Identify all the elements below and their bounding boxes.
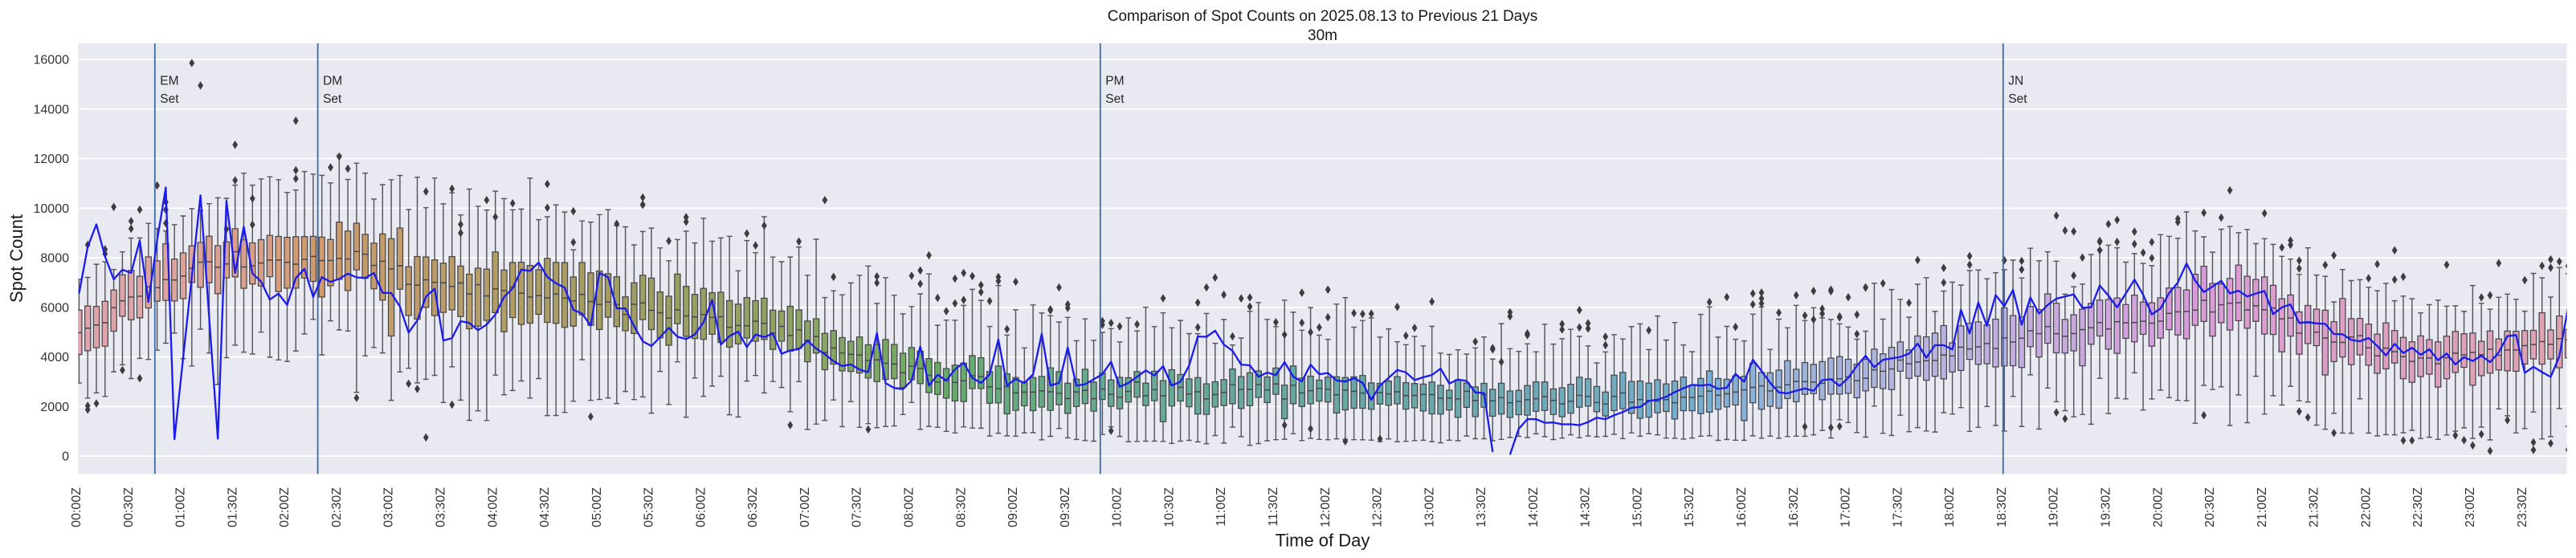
svg-text:14:00Z: 14:00Z <box>1527 487 1541 527</box>
svg-text:21:00Z: 21:00Z <box>2256 487 2269 527</box>
svg-text:Set: Set <box>2008 92 2027 106</box>
svg-text:07:30Z: 07:30Z <box>851 487 864 527</box>
svg-text:10:30Z: 10:30Z <box>1162 487 1176 527</box>
svg-text:Set: Set <box>1105 92 1125 106</box>
svg-text:01:30Z: 01:30Z <box>226 487 239 527</box>
svg-text:05:30Z: 05:30Z <box>643 487 656 527</box>
svg-text:4000: 4000 <box>40 351 69 365</box>
svg-text:10:00Z: 10:00Z <box>1111 487 1125 527</box>
svg-text:23:00Z: 23:00Z <box>2464 487 2477 527</box>
svg-text:21:30Z: 21:30Z <box>2308 487 2321 527</box>
svg-text:20:00Z: 20:00Z <box>2151 487 2165 527</box>
svg-text:Comparison of Spot Counts on 2: Comparison of Spot Counts on 2025.08.13 … <box>1108 8 1538 25</box>
svg-text:23:30Z: 23:30Z <box>2516 487 2529 527</box>
svg-text:19:00Z: 19:00Z <box>2047 487 2061 527</box>
svg-text:Set: Set <box>323 92 342 106</box>
svg-text:03:00Z: 03:00Z <box>382 487 396 527</box>
svg-text:19:30Z: 19:30Z <box>2100 487 2113 527</box>
svg-text:Set: Set <box>160 92 179 106</box>
svg-text:11:30Z: 11:30Z <box>1267 487 1280 527</box>
svg-text:02:00Z: 02:00Z <box>278 487 292 527</box>
svg-text:8000: 8000 <box>40 252 69 266</box>
svg-text:02:30Z: 02:30Z <box>330 487 344 527</box>
svg-text:06:00Z: 06:00Z <box>694 487 708 527</box>
svg-text:01:00Z: 01:00Z <box>174 487 188 527</box>
svg-text:08:00Z: 08:00Z <box>903 487 917 527</box>
svg-text:13:30Z: 13:30Z <box>1475 487 1488 527</box>
svg-text:22:00Z: 22:00Z <box>2359 487 2373 527</box>
svg-text:PM: PM <box>1105 75 1124 88</box>
svg-text:13:00Z: 13:00Z <box>1423 487 1436 527</box>
svg-text:16:30Z: 16:30Z <box>1787 487 1801 527</box>
svg-text:05:00Z: 05:00Z <box>590 487 604 527</box>
svg-text:10000: 10000 <box>34 202 70 216</box>
svg-text:16000: 16000 <box>34 54 70 67</box>
svg-text:17:30Z: 17:30Z <box>1891 487 1904 527</box>
svg-text:30m: 30m <box>1308 27 1337 44</box>
svg-text:20:30Z: 20:30Z <box>2203 487 2217 527</box>
svg-text:Spot Count: Spot Count <box>6 214 27 303</box>
svg-text:15:00Z: 15:00Z <box>1631 487 1645 527</box>
svg-text:0: 0 <box>62 450 69 464</box>
svg-text:6000: 6000 <box>40 301 69 315</box>
svg-text:04:00Z: 04:00Z <box>486 487 500 527</box>
svg-text:14000: 14000 <box>34 103 70 116</box>
svg-text:09:00Z: 09:00Z <box>1006 487 1020 527</box>
svg-text:22:30Z: 22:30Z <box>2411 487 2425 527</box>
svg-text:EM: EM <box>160 75 178 88</box>
svg-text:04:30Z: 04:30Z <box>538 487 552 527</box>
svg-text:00:00Z: 00:00Z <box>70 487 84 527</box>
svg-text:00:30Z: 00:30Z <box>122 487 136 527</box>
svg-text:16:00Z: 16:00Z <box>1735 487 1749 527</box>
svg-text:12:30Z: 12:30Z <box>1371 487 1385 527</box>
svg-text:2000: 2000 <box>40 401 69 414</box>
svg-text:14:30Z: 14:30Z <box>1579 487 1593 527</box>
svg-text:06:30Z: 06:30Z <box>746 487 760 527</box>
svg-text:11:00Z: 11:00Z <box>1215 487 1228 527</box>
svg-text:18:30Z: 18:30Z <box>1995 487 2009 527</box>
svg-text:JN: JN <box>2008 75 2023 88</box>
svg-text:08:30Z: 08:30Z <box>954 487 968 527</box>
svg-text:07:00Z: 07:00Z <box>798 487 812 527</box>
svg-text:Time of Day: Time of Day <box>1276 530 1370 550</box>
svg-text:09:30Z: 09:30Z <box>1059 487 1072 527</box>
svg-text:15:30Z: 15:30Z <box>1683 487 1696 527</box>
svg-text:03:30Z: 03:30Z <box>435 487 448 527</box>
svg-text:12000: 12000 <box>34 153 70 166</box>
svg-text:18:00Z: 18:00Z <box>1943 487 1957 527</box>
svg-text:12:00Z: 12:00Z <box>1319 487 1333 527</box>
svg-text:DM: DM <box>323 75 342 88</box>
svg-text:17:00Z: 17:00Z <box>1839 487 1853 527</box>
